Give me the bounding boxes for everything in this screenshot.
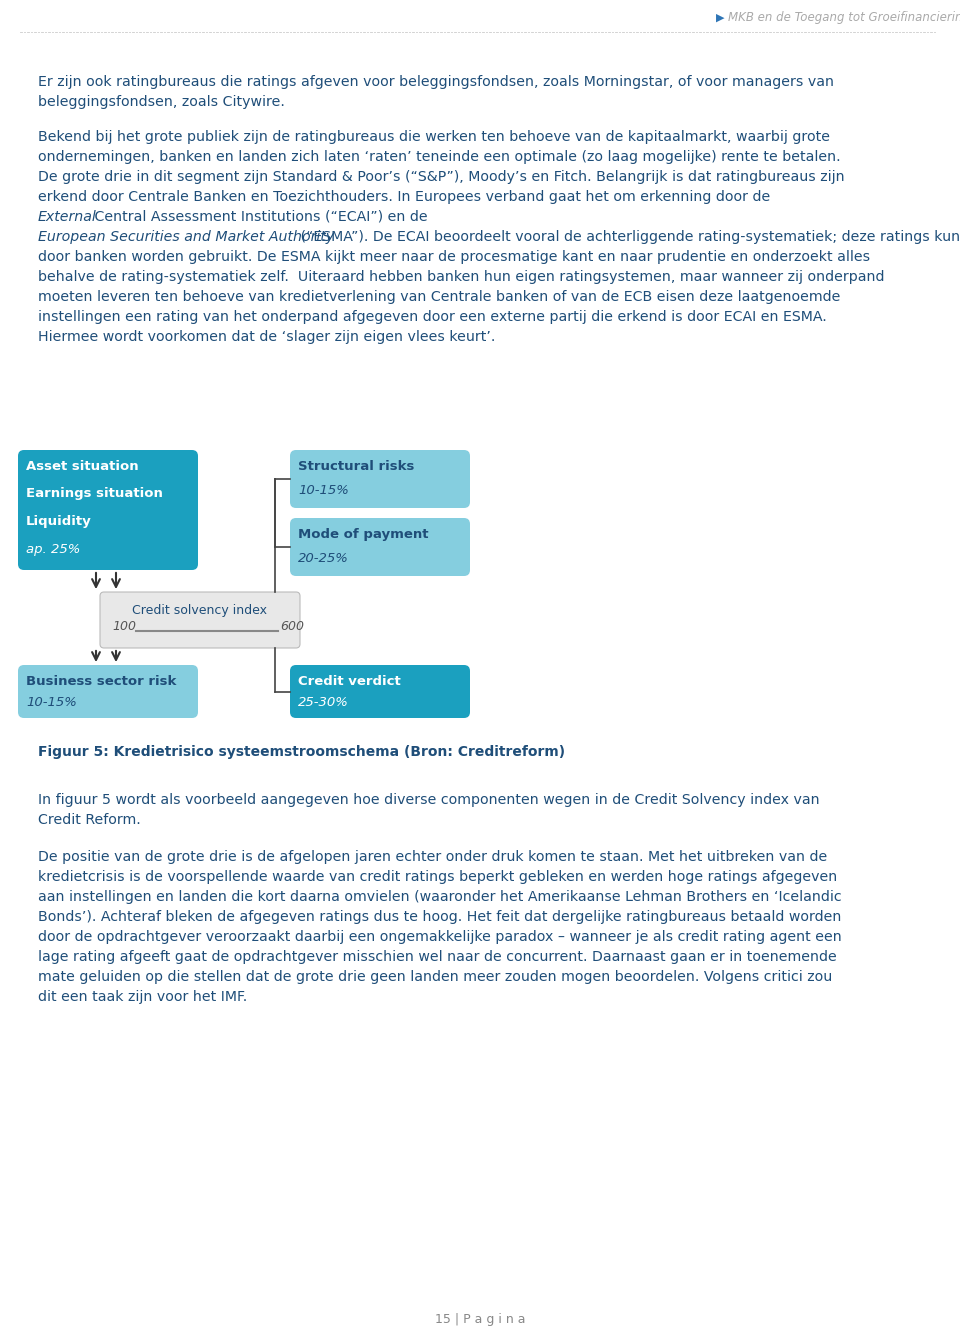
Text: External: External bbox=[38, 210, 97, 224]
FancyBboxPatch shape bbox=[290, 519, 470, 576]
Text: erkend door Centrale Banken en Toezichthouders. In Europees verband gaat het om : erkend door Centrale Banken en Toezichth… bbox=[38, 190, 770, 204]
Text: Figuur 5: Kredietrisico systeemstroomschema (Bron: Creditreform): Figuur 5: Kredietrisico systeemstroomsch… bbox=[38, 745, 565, 758]
Text: 20-25%: 20-25% bbox=[298, 552, 348, 565]
FancyBboxPatch shape bbox=[100, 592, 300, 649]
Text: 600: 600 bbox=[280, 620, 304, 634]
Text: ondernemingen, banken en landen zich laten ‘raten’ teneinde een optimale (zo laa: ondernemingen, banken en landen zich lat… bbox=[38, 150, 841, 163]
Text: Er zijn ook ratingbureaus die ratings afgeven voor beleggingsfondsen, zoals Morn: Er zijn ook ratingbureaus die ratings af… bbox=[38, 75, 834, 88]
Text: Credit verdict: Credit verdict bbox=[298, 675, 400, 687]
Text: ▶: ▶ bbox=[716, 13, 725, 23]
Text: De grote drie in dit segment zijn Standard & Poor’s (“S&P”), Moody’s en Fitch. B: De grote drie in dit segment zijn Standa… bbox=[38, 170, 845, 184]
Text: dit een taak zijn voor het IMF.: dit een taak zijn voor het IMF. bbox=[38, 990, 248, 1004]
FancyBboxPatch shape bbox=[290, 665, 470, 718]
Text: Structural risks: Structural risks bbox=[298, 460, 415, 473]
Text: Hiermee wordt voorkomen dat de ‘slager zijn eigen vlees keurt’.: Hiermee wordt voorkomen dat de ‘slager z… bbox=[38, 330, 495, 344]
FancyBboxPatch shape bbox=[290, 450, 470, 508]
Text: European Securities and Market Authority: European Securities and Market Authority bbox=[38, 230, 334, 244]
Text: Central Assessment Institutions (“ECAI”) en de: Central Assessment Institutions (“ECAI”)… bbox=[90, 210, 427, 224]
Text: Liquidity: Liquidity bbox=[26, 515, 92, 528]
Text: Credit solvency index: Credit solvency index bbox=[132, 604, 268, 616]
Text: 10-15%: 10-15% bbox=[298, 484, 348, 497]
Text: Earnings situation: Earnings situation bbox=[26, 488, 163, 501]
Text: mate geluiden op die stellen dat de grote drie geen landen meer zouden mogen beo: mate geluiden op die stellen dat de grot… bbox=[38, 970, 832, 984]
Text: In figuur 5 wordt als voorbeeld aangegeven hoe diverse componenten wegen in de C: In figuur 5 wordt als voorbeeld aangegev… bbox=[38, 793, 820, 807]
Text: ap. 25%: ap. 25% bbox=[26, 543, 81, 556]
Text: Credit Reform.: Credit Reform. bbox=[38, 813, 141, 827]
FancyBboxPatch shape bbox=[18, 450, 198, 570]
Text: door de opdrachtgever veroorzaakt daarbij een ongemakkelijke paradox – wanneer j: door de opdrachtgever veroorzaakt daarbi… bbox=[38, 930, 842, 943]
Text: De positie van de grote drie is de afgelopen jaren echter onder druk komen te st: De positie van de grote drie is de afgel… bbox=[38, 850, 828, 864]
Text: aan instellingen en landen die kort daarna omvielen (waaronder het Amerikaanse L: aan instellingen en landen die kort daar… bbox=[38, 890, 842, 904]
Text: Mode of payment: Mode of payment bbox=[298, 528, 428, 541]
Text: Asset situation: Asset situation bbox=[26, 460, 138, 473]
Text: Bonds’). Achteraf bleken de afgegeven ratings dus te hoog. Het feit dat dergelij: Bonds’). Achteraf bleken de afgegeven ra… bbox=[38, 910, 841, 925]
Text: Business sector risk: Business sector risk bbox=[26, 675, 177, 687]
Text: 100: 100 bbox=[112, 620, 136, 634]
Text: 25-30%: 25-30% bbox=[298, 697, 348, 709]
Text: 15 | P a g i n a: 15 | P a g i n a bbox=[435, 1313, 525, 1327]
Text: lage rating afgeeft gaat de opdrachtgever misschien wel naar de concurrent. Daar: lage rating afgeeft gaat de opdrachtgeve… bbox=[38, 950, 837, 963]
Text: MKB en de Toegang tot Groeifinanciering: MKB en de Toegang tot Groeifinanciering bbox=[728, 12, 960, 24]
Text: Bekend bij het grote publiek zijn de ratingbureaus die werken ten behoeve van de: Bekend bij het grote publiek zijn de rat… bbox=[38, 130, 830, 143]
Text: moeten leveren ten behoeve van kredietverlening van Centrale banken of van de EC: moeten leveren ten behoeve van kredietve… bbox=[38, 289, 840, 304]
Text: instellingen een rating van het onderpand afgegeven door een externe partij die : instellingen een rating van het onderpan… bbox=[38, 310, 827, 324]
Text: door banken worden gebruikt. De ESMA kijkt meer naar de procesmatige kant en naa: door banken worden gebruikt. De ESMA kij… bbox=[38, 251, 870, 264]
Text: behalve de rating-systematiek zelf.  Uiteraard hebben banken hun eigen ratingsys: behalve de rating-systematiek zelf. Uite… bbox=[38, 269, 884, 284]
Text: beleggingsfondsen, zoals Citywire.: beleggingsfondsen, zoals Citywire. bbox=[38, 95, 285, 109]
Text: (“ESMA”). De ECAI beoordeelt vooral de achterliggende rating-systematiek; deze r: (“ESMA”). De ECAI beoordeelt vooral de a… bbox=[296, 230, 960, 244]
Text: kredietcrisis is de voorspellende waarde van credit ratings beperkt gebleken en : kredietcrisis is de voorspellende waarde… bbox=[38, 870, 837, 884]
Text: 10-15%: 10-15% bbox=[26, 697, 77, 709]
FancyBboxPatch shape bbox=[18, 665, 198, 718]
